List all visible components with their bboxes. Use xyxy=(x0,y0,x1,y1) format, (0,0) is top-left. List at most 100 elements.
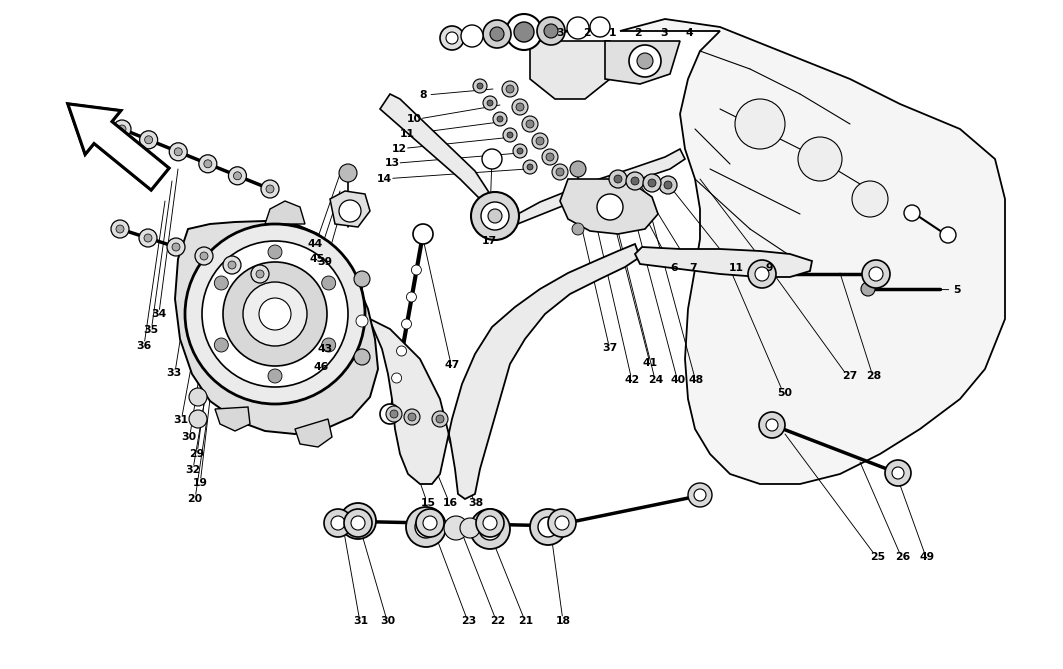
Circle shape xyxy=(446,32,458,44)
Text: 50: 50 xyxy=(777,388,792,397)
Circle shape xyxy=(597,194,623,220)
Circle shape xyxy=(266,185,274,193)
Text: 31: 31 xyxy=(173,415,188,425)
Circle shape xyxy=(483,516,497,530)
Circle shape xyxy=(503,128,517,142)
Circle shape xyxy=(411,265,421,275)
Polygon shape xyxy=(296,419,332,447)
Circle shape xyxy=(189,410,207,428)
Text: 11: 11 xyxy=(729,263,744,272)
Circle shape xyxy=(344,509,372,537)
Circle shape xyxy=(268,369,282,383)
Circle shape xyxy=(502,81,518,97)
Circle shape xyxy=(227,261,236,269)
Text: 11: 11 xyxy=(400,129,415,138)
Circle shape xyxy=(735,99,784,149)
Text: 22: 22 xyxy=(490,616,505,626)
Circle shape xyxy=(523,160,537,174)
Text: 41: 41 xyxy=(643,358,658,367)
Circle shape xyxy=(415,516,437,538)
Text: 13: 13 xyxy=(385,159,400,168)
Circle shape xyxy=(659,176,677,194)
Text: 31: 31 xyxy=(353,616,368,626)
Text: 28: 28 xyxy=(866,371,881,381)
Text: 34: 34 xyxy=(151,310,166,319)
Circle shape xyxy=(493,112,507,126)
Circle shape xyxy=(379,404,400,424)
Polygon shape xyxy=(605,41,680,84)
Circle shape xyxy=(406,507,446,547)
Circle shape xyxy=(113,120,131,138)
Circle shape xyxy=(396,346,406,356)
Circle shape xyxy=(339,200,361,222)
Polygon shape xyxy=(330,191,370,227)
Circle shape xyxy=(555,516,569,530)
Circle shape xyxy=(490,27,504,41)
Circle shape xyxy=(169,142,187,161)
Circle shape xyxy=(172,243,180,251)
Text: 14: 14 xyxy=(377,174,392,183)
Circle shape xyxy=(339,164,357,182)
Circle shape xyxy=(570,161,586,177)
Circle shape xyxy=(348,511,368,531)
Polygon shape xyxy=(68,104,169,190)
Circle shape xyxy=(556,168,564,176)
Circle shape xyxy=(546,153,554,161)
Circle shape xyxy=(351,516,365,530)
Circle shape xyxy=(614,175,622,183)
Circle shape xyxy=(461,25,483,47)
Text: 12: 12 xyxy=(392,144,407,153)
Polygon shape xyxy=(500,149,685,227)
Polygon shape xyxy=(68,104,169,190)
Circle shape xyxy=(506,85,514,93)
Circle shape xyxy=(340,503,376,539)
Circle shape xyxy=(223,256,241,274)
Circle shape xyxy=(118,125,126,133)
Circle shape xyxy=(626,172,644,190)
Text: 21: 21 xyxy=(519,616,534,626)
Circle shape xyxy=(940,227,956,243)
Circle shape xyxy=(189,388,207,406)
Circle shape xyxy=(440,26,465,50)
Circle shape xyxy=(223,262,327,366)
Circle shape xyxy=(386,406,402,422)
Circle shape xyxy=(544,24,558,38)
Circle shape xyxy=(199,155,217,173)
Text: 44: 44 xyxy=(307,239,322,248)
Circle shape xyxy=(892,467,904,479)
Text: 39: 39 xyxy=(318,258,333,267)
Circle shape xyxy=(406,292,417,302)
Circle shape xyxy=(609,170,627,188)
Polygon shape xyxy=(530,41,610,99)
Text: 46: 46 xyxy=(314,362,328,371)
Circle shape xyxy=(637,53,653,69)
Circle shape xyxy=(532,133,549,149)
Circle shape xyxy=(460,518,480,538)
Circle shape xyxy=(414,224,433,244)
Circle shape xyxy=(861,282,875,296)
Circle shape xyxy=(537,17,566,45)
Circle shape xyxy=(487,100,493,106)
Text: 5: 5 xyxy=(952,285,961,294)
Text: 23: 23 xyxy=(461,616,476,626)
Text: 10: 10 xyxy=(407,114,422,124)
Circle shape xyxy=(200,252,208,260)
Circle shape xyxy=(514,22,534,42)
Circle shape xyxy=(759,412,784,438)
Circle shape xyxy=(527,164,533,170)
Circle shape xyxy=(356,315,368,327)
Text: 24: 24 xyxy=(648,375,663,385)
Circle shape xyxy=(538,517,558,537)
Circle shape xyxy=(631,177,639,185)
Text: 15: 15 xyxy=(421,498,436,508)
Circle shape xyxy=(477,83,483,89)
Circle shape xyxy=(513,144,527,158)
Polygon shape xyxy=(560,179,658,234)
Circle shape xyxy=(552,164,568,180)
Circle shape xyxy=(139,229,157,247)
Circle shape xyxy=(139,131,157,149)
Circle shape xyxy=(536,137,544,145)
Circle shape xyxy=(145,136,153,144)
Circle shape xyxy=(748,260,776,288)
Circle shape xyxy=(798,137,842,181)
